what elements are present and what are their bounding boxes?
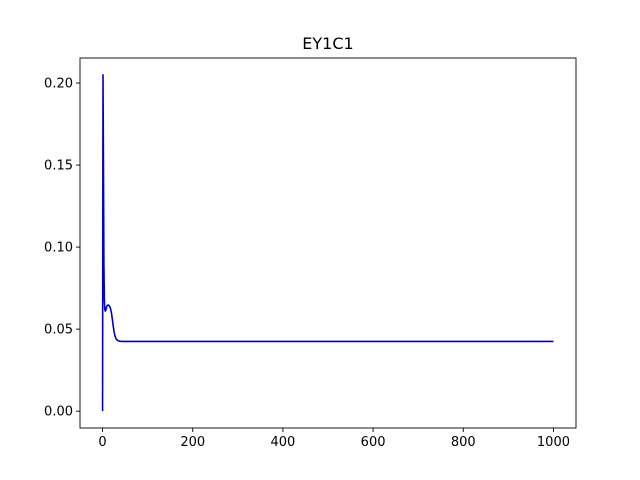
x-tick-label: 0 [98, 435, 106, 450]
axes-frame [79, 57, 577, 429]
y-tick-label: 0.15 [44, 159, 73, 174]
x-tick-label: 400 [270, 435, 295, 450]
series-line-0 [101, 74, 554, 412]
chart-title: EY1C1 [302, 34, 353, 53]
y-tick-label: 0.00 [44, 405, 73, 420]
plot-area [101, 74, 554, 412]
axes: 0 200 400 600 800 1000 0.00 0.05 0.10 0.15 0.20 [44, 57, 577, 450]
x-tick-label: 800 [451, 435, 476, 450]
x-tick-label: 200 [180, 435, 205, 450]
y-tick-label: 0.10 [44, 241, 73, 256]
x-tick-label: 1000 [537, 435, 570, 450]
x-tick-label: 600 [361, 435, 386, 450]
y-tick-label: 0.05 [44, 323, 73, 338]
y-tick-label: 0.20 [44, 77, 73, 92]
